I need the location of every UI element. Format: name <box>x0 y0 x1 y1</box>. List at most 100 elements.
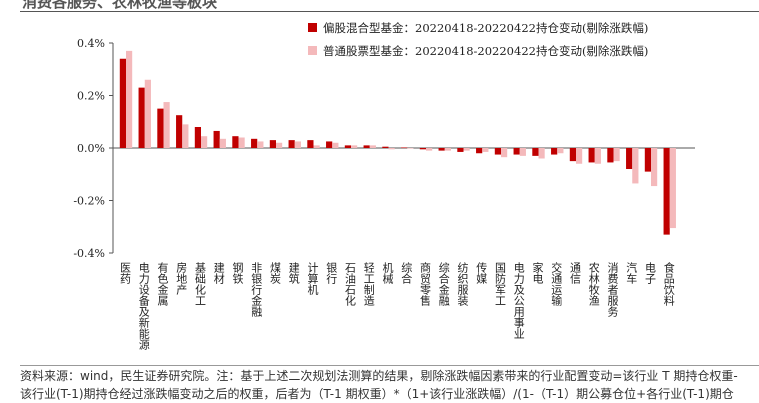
x-tick-label: 电力设备及新能源 <box>137 262 150 351</box>
bar-series-2 <box>501 148 508 158</box>
bar-series-1 <box>607 148 614 163</box>
bar-group <box>119 50 676 235</box>
x-tick-label: 纺织服装 <box>456 261 469 307</box>
x-tick-label: 消费者服务 <box>606 261 619 317</box>
bar-series-2 <box>351 145 358 148</box>
x-tick-label: 轻工制造 <box>362 261 375 306</box>
x-tick-label: 通信 <box>569 262 582 285</box>
bar-series-2 <box>669 148 676 229</box>
x-tick-label: 钢铁 <box>231 262 244 284</box>
x-tick-label: 房地产 <box>175 262 188 296</box>
bar-series-1 <box>588 148 595 163</box>
bar-series-2 <box>369 145 376 148</box>
y-tick-label: -0.4% <box>73 247 105 260</box>
bar-chart: 偏股混合型基金：20220418-20220422持仓变动(剔除涨跌幅) 普通股… <box>73 21 695 351</box>
bar-series-2 <box>257 141 264 148</box>
top-header-strip: 消费各服务、农林牧渔等板块 <box>0 0 759 12</box>
bar-series-2 <box>163 102 170 148</box>
bar-series-1 <box>419 148 426 150</box>
x-tick-label: 交通运输 <box>550 261 563 307</box>
bar-series-2 <box>576 148 583 164</box>
bar-series-1 <box>401 147 408 149</box>
chart-legend: 偏股混合型基金：20220418-20220422持仓变动(剔除涨跌幅) 普通股… <box>308 21 648 58</box>
bar-series-2 <box>632 148 639 184</box>
legend-label-series-2: 普通股票型基金：20220418-20220422持仓变动(剔除涨跌幅) <box>323 44 648 58</box>
bar-series-1 <box>232 136 239 148</box>
bar-series-1 <box>438 148 445 151</box>
bar-series-2 <box>463 148 470 151</box>
x-tick-label: 家电 <box>531 261 544 284</box>
x-tick-label: 综合金融 <box>437 261 450 307</box>
bar-series-2 <box>276 142 283 148</box>
bar-series-2 <box>426 148 433 151</box>
bar-series-2 <box>313 145 320 148</box>
bar-series-2 <box>407 148 414 149</box>
x-tick-label: 食品饮料 <box>662 261 675 307</box>
x-tick-label: 综合 <box>400 261 413 284</box>
bar-series-1 <box>288 140 295 148</box>
bar-series-2 <box>388 148 395 150</box>
source-note-line-2: 该行业(T-1)期持仓经过涨跌幅变动之后的权重，后者为（T-1 期权重）*（1+… <box>20 387 734 401</box>
x-tick-label: 电子 <box>644 262 657 284</box>
legend-swatch-series-2 <box>308 46 317 55</box>
x-tick-label: 银行 <box>325 261 338 285</box>
x-tick-label: 非银行金融 <box>250 262 263 318</box>
bar-series-2 <box>182 124 189 148</box>
x-tick-label: 机械 <box>381 261 394 285</box>
bar-series-1 <box>494 148 501 155</box>
bar-series-1 <box>326 141 333 148</box>
y-tick-label: -0.2% <box>73 195 105 208</box>
bar-series-1 <box>532 148 539 156</box>
bar-series-2 <box>651 148 658 187</box>
bar-series-1 <box>344 145 351 148</box>
y-axis: 0.4% 0.2% 0.0% -0.2% -0.4% <box>73 37 695 260</box>
source-note-line-1: 资料来源：wind，民生证券研究院。注：基于上述二次规划法测算的结果，剔除涨跌幅… <box>20 369 738 383</box>
y-tick-label: 0.0% <box>77 142 105 155</box>
legend-label-series-1: 偏股混合型基金：20220418-20220422持仓变动(剔除涨跌幅) <box>323 21 648 35</box>
x-tick-label: 电力及公用事业 <box>512 262 525 339</box>
bar-series-2 <box>557 148 564 154</box>
bar-series-1 <box>569 148 576 162</box>
x-tick-label: 煤炭 <box>269 262 282 285</box>
bar-series-1 <box>269 140 276 148</box>
x-tick-label: 基础化工 <box>194 262 207 306</box>
bar-series-1 <box>213 130 220 148</box>
footer-rule <box>20 365 759 366</box>
bar-series-2 <box>482 148 489 152</box>
header-rule <box>20 11 759 12</box>
bar-series-1 <box>644 148 651 172</box>
bar-series-2 <box>126 50 133 148</box>
bar-series-2 <box>594 148 601 164</box>
bar-series-1 <box>194 127 201 148</box>
y-tick-label: 0.2% <box>77 90 105 103</box>
bar-series-2 <box>519 148 526 156</box>
source-note: 资料来源：wind，民生证券研究院。注：基于上述二次规划法测算的结果，剔除涨跌幅… <box>20 367 759 403</box>
bar-series-2 <box>238 137 245 148</box>
x-axis-labels: 医药 电力设备及新能源 有色金属 房地产 基础化工 建材 钢铁 非银行金融 煤炭 建筑 计算机 银行石… <box>119 261 676 351</box>
bar-series-1 <box>157 108 164 148</box>
x-tick-label: 建筑 <box>287 261 300 284</box>
bar-series-1 <box>457 148 464 152</box>
bar-series-1 <box>176 115 183 148</box>
x-tick-label: 国防军工 <box>494 262 507 306</box>
page-section-title: 消费各服务、农林牧渔等板块 <box>22 0 218 11</box>
bar-series-1 <box>307 140 314 148</box>
x-tick-label: 石油石化 <box>344 262 357 307</box>
y-tick-label: 0.4% <box>77 37 105 50</box>
x-tick-label: 商贸零售 <box>419 261 432 307</box>
x-tick-label: 有色金属 <box>156 261 169 307</box>
bar-series-1 <box>476 148 483 154</box>
x-tick-label: 医药 <box>119 262 132 285</box>
bar-series-1 <box>251 138 258 148</box>
bar-series-2 <box>332 142 339 148</box>
bar-series-1 <box>551 148 558 155</box>
bar-series-1 <box>663 148 670 235</box>
legend-swatch-series-1 <box>308 23 317 32</box>
bar-series-1 <box>138 87 145 148</box>
bar-series-2 <box>219 138 226 148</box>
bar-series-1 <box>363 145 370 148</box>
x-tick-label: 农林牧渔 <box>587 261 600 307</box>
bar-series-2 <box>201 136 208 148</box>
x-tick-label: 传媒 <box>475 262 488 285</box>
bar-series-2 <box>444 148 451 151</box>
